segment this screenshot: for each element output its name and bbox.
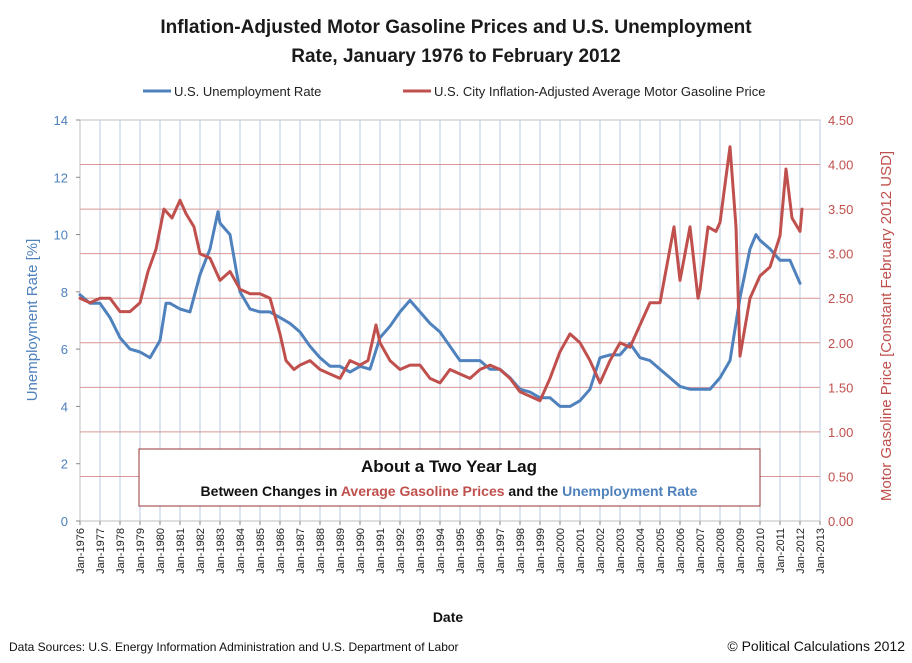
y-left-tick-label: 12 bbox=[54, 170, 68, 185]
x-tick-label: Jan-2000 bbox=[555, 528, 567, 574]
x-tick-label: Jan-1988 bbox=[315, 528, 327, 574]
y-left-tick-label: 2 bbox=[61, 457, 68, 472]
y-right-tick-label: 2.00 bbox=[828, 336, 853, 351]
annotation-box: About a Two Year Lag Between Changes in … bbox=[138, 448, 761, 507]
y-left-tick-label: 4 bbox=[61, 399, 68, 414]
x-tick-label: Jan-1999 bbox=[535, 528, 547, 574]
y-axis-right: 0.00 0.50 1.00 1.50 2.00 2.50 3.00 3.50 4.00 4.50 bbox=[828, 113, 853, 529]
x-tick-label: Jan-2003 bbox=[615, 528, 627, 574]
x-tick-label: Jan-1992 bbox=[395, 528, 407, 574]
x-tick-label: Jan-2010 bbox=[755, 528, 767, 574]
x-tick-label: Jan-1995 bbox=[455, 528, 467, 574]
y-right-tick-label: 2.50 bbox=[828, 291, 853, 306]
series-lines bbox=[78, 145, 804, 408]
y-right-tick-label: 0.50 bbox=[828, 469, 853, 484]
y-right-tick-label: 0.00 bbox=[828, 514, 853, 529]
x-tick-label: Jan-1983 bbox=[215, 528, 227, 574]
x-tick-label: Jan-1993 bbox=[415, 528, 427, 574]
data-sources: Data Sources: U.S. Energy Information Ad… bbox=[9, 640, 459, 654]
chart-title-line-2: Rate, January 1976 to February 2012 bbox=[291, 46, 621, 67]
x-tick-label: Jan-1980 bbox=[155, 528, 167, 574]
x-tick-label: Jan-1997 bbox=[495, 528, 507, 574]
y-axis-right-label: Motor Gasoline Price [Constant February … bbox=[878, 151, 895, 501]
annotation-part-1: Between Changes in bbox=[201, 483, 341, 499]
x-tick-label: Jan-1991 bbox=[375, 528, 387, 574]
annotation-part-unemployment: Unemployment Rate bbox=[562, 483, 698, 499]
x-tick-label: Jan-2011 bbox=[775, 528, 787, 573]
x-tick-label: Jan-1979 bbox=[135, 528, 147, 574]
x-tick-label: Jan-2009 bbox=[735, 528, 747, 574]
x-axis-label: Date bbox=[433, 609, 464, 625]
y-left-tick-label: 8 bbox=[61, 285, 68, 300]
x-tick-label: Jan-2013 bbox=[815, 528, 827, 574]
x-tick-label: Jan-1987 bbox=[295, 528, 307, 574]
copyright: © Political Calculations 2012 bbox=[727, 638, 905, 654]
annotation-part-3: and the bbox=[505, 483, 563, 499]
annotation-title: About a Two Year Lag bbox=[361, 457, 537, 476]
x-tick-label: Jan-2008 bbox=[715, 528, 727, 574]
x-tick-label: Jan-2005 bbox=[655, 528, 667, 574]
annotation-subtitle: Between Changes in Average Gasoline Pric… bbox=[201, 483, 698, 499]
x-tick-label: Jan-2006 bbox=[675, 528, 687, 574]
x-tick-label: Jan-1978 bbox=[115, 528, 127, 574]
x-axis: Jan-1976 Jan-1977 Jan-1978 Jan-1979 Jan-1980… bbox=[75, 521, 827, 574]
x-tick-label: Jan-1985 bbox=[255, 528, 267, 574]
x-tick-label: Jan-2002 bbox=[595, 528, 607, 574]
x-tick-label: Jan-2012 bbox=[795, 528, 807, 574]
x-tick-label: Jan-1990 bbox=[355, 528, 367, 574]
unemployment-rate-line bbox=[78, 210, 802, 408]
annotation-part-gasoline: Average Gasoline Prices bbox=[341, 483, 505, 499]
y-right-tick-label: 3.50 bbox=[828, 202, 853, 217]
x-tick-label: Jan-1984 bbox=[235, 528, 247, 574]
y-axis-left-label: Unemployment Rate [%] bbox=[24, 239, 41, 402]
x-tick-label: Jan-1996 bbox=[475, 528, 487, 574]
y-left-tick-label: 0 bbox=[61, 514, 68, 529]
y-right-tick-label: 1.50 bbox=[828, 380, 853, 395]
legend-label-gasoline: U.S. City Inflation-Adjusted Average Mot… bbox=[434, 84, 765, 99]
x-tick-label: Jan-2007 bbox=[695, 528, 707, 574]
x-tick-label: Jan-2001 bbox=[575, 528, 587, 574]
x-tick-label: Jan-1977 bbox=[95, 528, 107, 574]
gasoline-price-line bbox=[78, 145, 804, 403]
legend-label-unemployment: U.S. Unemployment Rate bbox=[174, 84, 321, 99]
chart-title-line-1: Inflation-Adjusted Motor Gasoline Prices… bbox=[160, 17, 752, 38]
x-tick-label: Jan-1976 bbox=[75, 528, 87, 574]
y-left-tick-label: 14 bbox=[54, 113, 68, 128]
y-right-tick-label: 4.50 bbox=[828, 113, 853, 128]
x-tick-label: Jan-1981 bbox=[175, 528, 187, 574]
y-axis-left: 0 2 4 6 8 10 12 14 bbox=[54, 113, 80, 529]
x-tick-label: Jan-1982 bbox=[195, 528, 207, 574]
x-tick-label: Jan-1998 bbox=[515, 528, 527, 574]
y-left-tick-label: 6 bbox=[61, 342, 68, 357]
x-tick-label: Jan-1986 bbox=[275, 528, 287, 574]
x-tick-label: Jan-2004 bbox=[635, 528, 647, 574]
y-right-tick-label: 3.00 bbox=[828, 247, 853, 262]
y-left-tick-label: 10 bbox=[54, 228, 68, 243]
y-right-tick-label: 4.00 bbox=[828, 158, 853, 173]
legend: U.S. Unemployment Rate U.S. City Inflati… bbox=[143, 84, 765, 99]
x-tick-label: Jan-1989 bbox=[335, 528, 347, 574]
y-right-tick-label: 1.00 bbox=[828, 425, 853, 440]
x-tick-label: Jan-1994 bbox=[435, 528, 447, 574]
